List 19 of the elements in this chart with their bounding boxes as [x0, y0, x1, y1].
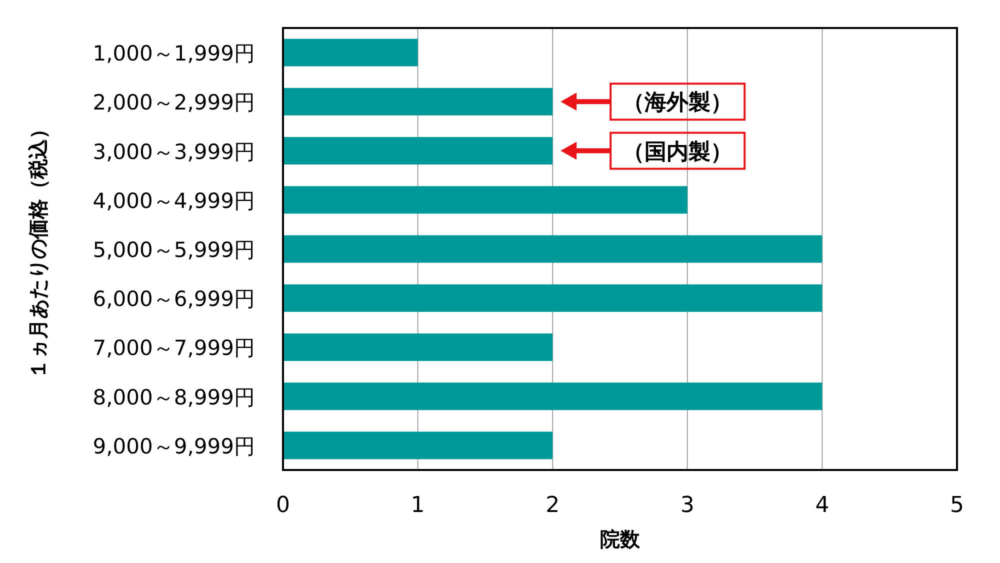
- x-tick-label: 0: [276, 493, 290, 518]
- x-tick-label: 5: [950, 493, 964, 518]
- y-tick-label: 8,000～8,999円: [92, 385, 255, 410]
- y-tick-label: 1,000～1,999円: [92, 42, 255, 66]
- y-tick-label: 5,000～5,999円: [92, 238, 255, 262]
- x-tick-label: 2: [546, 493, 560, 518]
- y-tick-label: 6,000～6,999円: [92, 287, 255, 312]
- annotation: （国内製）: [622, 140, 733, 165]
- x-tick-label: 4: [815, 493, 830, 518]
- x-tick-label: 3: [680, 493, 694, 518]
- y-tick-label: 9,000～9,999円: [92, 434, 255, 458]
- y-tick-label: 4,000～4,999円: [92, 188, 255, 213]
- annotation: （海外製）: [622, 90, 733, 116]
- y-tick-label: 2,000～2,999円: [92, 90, 255, 115]
- y-axis-title: １ヵ月あたりの価格（税込）: [26, 119, 50, 379]
- x-axis-title: 院数: [600, 527, 641, 551]
- x-tick-label: 1: [410, 493, 425, 518]
- y-tick-label: 3,000～3,999円: [92, 140, 255, 164]
- y-tick-label: 7,000～7,999円: [92, 336, 255, 360]
